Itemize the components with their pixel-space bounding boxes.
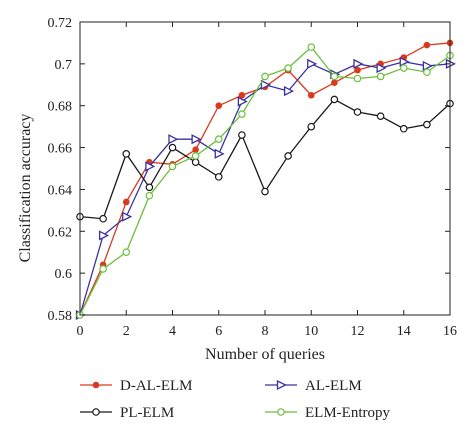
plot-frame xyxy=(79,21,451,316)
data-point-elm-entropy xyxy=(238,110,246,118)
data-point-d-al-elm xyxy=(192,146,199,153)
data-point-elm-entropy xyxy=(353,74,362,83)
y-tick-label: 0.66 xyxy=(48,142,73,157)
legend-item-elm-entropy: ELM-Entropy xyxy=(265,405,390,421)
x-tick-label: 6 xyxy=(215,324,222,339)
series-al-elm xyxy=(75,56,456,321)
data-point-elm-entropy xyxy=(168,162,177,171)
series-d-al-elm xyxy=(76,39,454,319)
series-elm-entropy xyxy=(76,43,454,319)
x-axis-title: Number of queries xyxy=(205,346,325,363)
legend-label: AL-ELM xyxy=(305,378,362,394)
x-tick-label: 2 xyxy=(123,324,130,339)
data-point-pl-elm xyxy=(353,108,362,116)
x-tick-label: 10 xyxy=(304,324,318,339)
data-point-al-elm xyxy=(283,86,295,97)
data-point-pl-elm xyxy=(191,158,200,167)
legend-label: PL-ELM xyxy=(120,405,174,421)
data-point-al-elm xyxy=(168,134,179,145)
x-tick-label: 4 xyxy=(169,324,176,339)
data-point-elm-entropy xyxy=(214,135,223,144)
y-tick-label: 0.68 xyxy=(48,100,73,115)
data-point-pl-elm xyxy=(399,124,408,133)
data-point-pl-elm xyxy=(99,214,107,223)
data-point-pl-elm xyxy=(284,152,292,160)
data-point-al-elm xyxy=(353,58,364,69)
data-point-al-elm xyxy=(376,62,387,74)
legend-item-d-al-elm: D-AL-ELM xyxy=(80,378,192,394)
data-point-al-elm xyxy=(307,58,318,69)
data-point-d-al-elm xyxy=(331,79,338,86)
data-point-al-elm xyxy=(260,79,271,90)
data-point-pl-elm xyxy=(214,173,223,181)
data-point-pl-elm xyxy=(330,95,339,104)
y-tick-label: 0.64 xyxy=(48,183,73,198)
data-point-d-al-elm xyxy=(423,41,431,49)
data-point-pl-elm xyxy=(238,131,246,139)
data-point-al-elm xyxy=(237,96,248,107)
data-point-elm-entropy xyxy=(423,68,431,77)
data-point-d-al-elm xyxy=(354,66,361,74)
y-tick-label: 0.62 xyxy=(48,225,73,240)
data-point-elm-entropy xyxy=(122,248,131,257)
x-tick-label: 0 xyxy=(77,324,84,339)
legend-item-pl-elm: PL-ELM xyxy=(80,405,174,421)
x-tick-label: 8 xyxy=(262,324,269,339)
legend-item-al-elm: AL-ELM xyxy=(265,378,362,394)
data-point-elm-entropy xyxy=(284,64,292,72)
data-point-elm-entropy xyxy=(145,191,154,200)
data-point-al-elm xyxy=(98,230,110,241)
data-point-elm-entropy xyxy=(307,43,316,51)
data-point-d-al-elm xyxy=(122,198,130,206)
data-point-al-elm xyxy=(399,56,410,67)
data-point-d-al-elm xyxy=(307,91,315,99)
axes: 0 2 4 6 8 10 12 14 16 0.58 0.6 0.62 0.64 0.66 0.68 0.7 0… xyxy=(48,16,458,339)
x-tick-label: 16 xyxy=(443,324,457,339)
data-point-d-al-elm xyxy=(215,102,223,110)
data-point-pl-elm xyxy=(145,183,154,192)
y-tick-label: 0.58 xyxy=(48,309,73,324)
data-point-pl-elm xyxy=(168,143,177,152)
data-point-al-elm xyxy=(191,134,202,145)
data-point-elm-entropy xyxy=(99,265,107,273)
data-point-al-elm xyxy=(422,60,433,72)
data-point-al-elm xyxy=(145,161,156,172)
series-layer xyxy=(75,39,456,321)
x-tick-label: 14 xyxy=(397,324,411,339)
data-point-elm-entropy xyxy=(376,72,385,81)
legend-label: D-AL-ELM xyxy=(120,378,192,394)
y-tick-label: 0.7 xyxy=(55,58,73,73)
data-point-pl-elm xyxy=(423,120,431,129)
series-line-pl-elm xyxy=(79,98,451,220)
legend-marker xyxy=(276,379,287,391)
legend-marker xyxy=(92,408,100,416)
data-point-pl-elm xyxy=(261,187,269,196)
data-point-al-elm xyxy=(214,148,225,159)
data-point-pl-elm xyxy=(376,112,385,120)
data-point-pl-elm xyxy=(307,122,316,131)
legend: D-AL-ELM AL-ELM PL-ELM ELM-Entropy xyxy=(80,378,390,421)
data-point-d-al-elm xyxy=(238,91,246,99)
data-point-elm-entropy xyxy=(330,72,339,81)
legend-label: ELM-Entropy xyxy=(305,405,390,421)
data-point-pl-elm xyxy=(122,150,131,158)
legend-marker xyxy=(92,381,100,389)
y-tick-label: 0.6 xyxy=(55,267,73,282)
data-point-elm-entropy xyxy=(191,152,200,160)
legend-marker xyxy=(277,408,285,416)
y-axis-title: Classification accuracy xyxy=(17,114,34,263)
x-tick-label: 12 xyxy=(351,324,365,339)
data-point-al-elm xyxy=(122,211,133,222)
y-tick-label: 0.72 xyxy=(48,16,73,31)
series-pl-elm xyxy=(76,95,454,223)
data-point-elm-entropy xyxy=(399,64,408,72)
data-point-elm-entropy xyxy=(261,72,269,81)
